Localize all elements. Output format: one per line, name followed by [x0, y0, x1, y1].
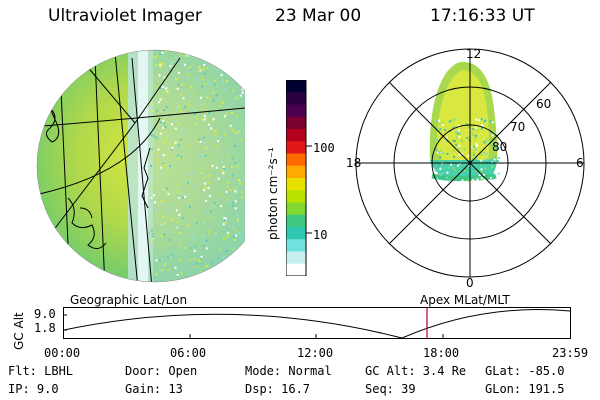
- info-glon: GLon: 191.5: [485, 382, 565, 396]
- altitude-xtick-1800: 18:00: [423, 346, 460, 360]
- info-seq: Seq: 39: [365, 382, 416, 396]
- colorbar-band: [286, 251, 306, 265]
- colorbar-band: [286, 239, 306, 252]
- altitude-ytick-9: 9.0: [34, 307, 56, 321]
- info-dsp: Dsp: 16.7: [245, 382, 311, 396]
- geographic-image: [36, 49, 245, 283]
- colorbar-band: [286, 202, 306, 216]
- altitude-plot: [63, 307, 571, 339]
- colorbar-band: [286, 129, 306, 142]
- info-ip: IP: 9.0: [8, 382, 59, 396]
- altitude-xtick-0600: 06:00: [170, 346, 207, 360]
- polar-plot: [355, 48, 585, 278]
- colorbar-tick-10: 10: [313, 228, 328, 242]
- polar-lat-60: 60: [536, 97, 552, 111]
- colorbar-band: [286, 92, 306, 105]
- polar-label-18: 18: [346, 156, 362, 170]
- colorbar-band: [286, 141, 306, 154]
- auroral-oval: [429, 61, 500, 182]
- info-door: Door: Open: [125, 364, 198, 378]
- altitude-xtick-1200: 12:00: [297, 346, 334, 360]
- colorbar-band: [286, 80, 306, 93]
- info-flt: Flt: LBHL: [8, 364, 74, 378]
- colorbar-band: [286, 227, 306, 240]
- instrument-title: Ultraviolet Imager: [48, 6, 202, 26]
- colorbar-band: [286, 190, 306, 203]
- polar-label-12: 12: [466, 47, 482, 61]
- polar-lat-70: 70: [510, 120, 526, 134]
- apex-panel-label: Apex MLat/MLT: [420, 293, 510, 307]
- colorbar-band: [286, 263, 306, 276]
- colorbar-band: [286, 104, 306, 118]
- polar-label-6: 6: [576, 156, 584, 170]
- colorbar-band: [286, 214, 306, 228]
- colorbar-band: [286, 165, 306, 179]
- polar-label-0: 0: [466, 276, 474, 290]
- colorbar-band: [286, 116, 306, 130]
- altitude-xtick-2359: 23:59: [552, 346, 589, 360]
- time-label: 17:16:33 UT: [430, 6, 535, 26]
- date-label: 23 Mar 00: [275, 6, 362, 26]
- geographic-panel-label: Geographic Lat/Lon: [70, 293, 188, 307]
- altitude-xtick-0000: 00:00: [44, 346, 81, 360]
- info-glat: GLat: -85.0: [485, 364, 565, 378]
- altitude-ylabel: GC Alt: [12, 312, 26, 350]
- info-gcalt: GC Alt: 3.4 Re: [365, 364, 467, 378]
- info-mode: Mode: Normal: [245, 364, 332, 378]
- colorbar: [286, 80, 312, 276]
- polar-lat-80: 80: [492, 140, 508, 154]
- info-gain: Gain: 13: [125, 382, 183, 396]
- colorbar-unit-label: photon cm⁻²s⁻¹: [266, 147, 280, 240]
- colorbar-band: [286, 178, 306, 191]
- colorbar-tick-100: 100: [313, 141, 335, 155]
- colorbar-band: [286, 153, 306, 167]
- altitude-ytick-1.8: 1.8: [34, 321, 56, 335]
